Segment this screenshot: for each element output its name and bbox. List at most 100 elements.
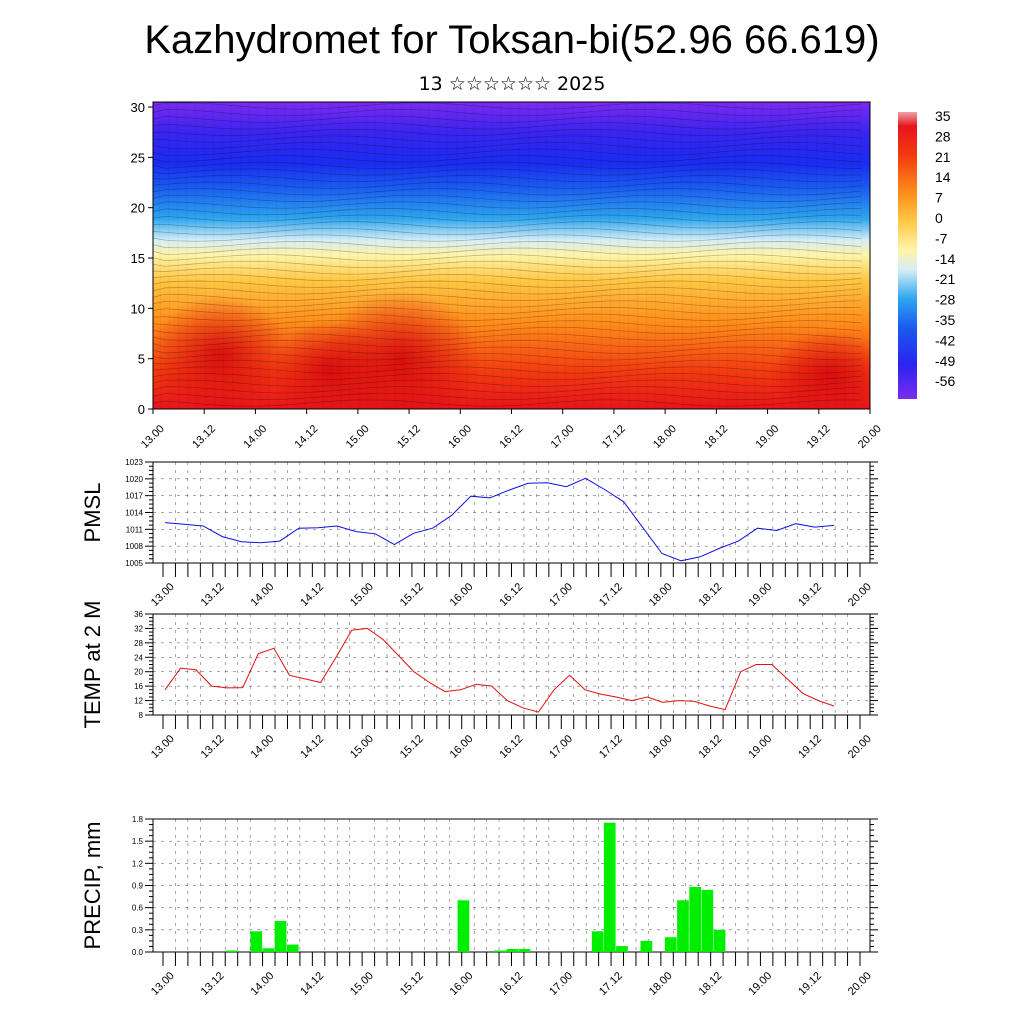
x-tick-label: 18.00	[647, 733, 675, 761]
colorbar-label: -35	[935, 312, 955, 328]
colorbar-label: -7	[935, 230, 948, 246]
wind-barb-line	[320, 102, 324, 409]
wind-barb-line	[365, 102, 369, 409]
x-tick-label: 17.12	[597, 581, 625, 609]
wind-barb-line	[153, 115, 862, 123]
x-tick-label: 17.00	[549, 423, 577, 451]
wind-barb-line	[806, 102, 810, 409]
wind-barb-line	[464, 102, 468, 409]
wind-barb-line	[662, 102, 666, 409]
wind-barb-line	[752, 102, 756, 409]
wind-barb-line	[680, 102, 684, 409]
x-tick-label: 14.12	[298, 581, 326, 609]
wind-barb-line	[860, 102, 864, 409]
x-tick-label: 13.00	[149, 733, 177, 761]
x-tick-label: 16.00	[446, 423, 474, 451]
wind-barb-line	[153, 148, 862, 156]
wind-barb-line	[153, 307, 862, 315]
wind-barb-line	[563, 102, 567, 409]
colorbar-label: -14	[935, 251, 955, 267]
wind-barb-line	[824, 102, 828, 409]
wind-barb-line	[185, 102, 189, 409]
x-tick-label: 14.00	[248, 733, 276, 761]
wind-barb-line	[153, 122, 862, 130]
wind-barb-line	[153, 168, 862, 176]
wind-barb-line	[153, 161, 862, 169]
wind-barb-line	[153, 208, 862, 216]
wind-barb-line	[153, 386, 862, 394]
wind-barb-line	[734, 102, 738, 409]
x-tick-label: 19.12	[796, 733, 824, 761]
y-tick-label: 10	[131, 301, 145, 316]
x-tick-label: 20.00	[846, 970, 874, 998]
precip-bar	[664, 937, 677, 952]
temperature-heatmap-panel: 0 5 10 15 20 25 30 13.00 13.12 14.00 14.12 15.00 15.…	[131, 100, 884, 451]
x-tick-label: 20.00	[846, 733, 874, 761]
wind-barb-line	[153, 333, 862, 341]
y-tick-label: 1011	[126, 525, 144, 534]
pmsl-panel: 1005 1008 1011 1014 1017 1020 1023 13.00 13.12 14…	[80, 458, 878, 609]
x-tick-label: 15.12	[395, 423, 423, 451]
colorbar: 35 28 21 14 7 0 -7 -14 -21 -28 -35 -42 -49 -56	[898, 108, 955, 399]
wind-barb-line	[153, 392, 862, 400]
y-axis-label: TEMP at 2 M	[80, 601, 105, 729]
precip-bar	[677, 900, 689, 952]
wind-barb-line	[153, 175, 862, 183]
wind-barb-line	[581, 102, 585, 409]
panel-frame	[152, 461, 871, 564]
wind-barb-line	[545, 102, 549, 409]
y-tick-label: 0.9	[132, 882, 144, 891]
wind-barb-line	[536, 102, 540, 409]
wind-barb-line	[266, 102, 270, 409]
x-tick-label: 16.12	[497, 970, 525, 998]
x-tick-label: 17.00	[547, 581, 575, 609]
wind-barb-line	[590, 102, 594, 409]
x-tick-label: 14.12	[298, 733, 326, 761]
wind-barb-line	[153, 128, 862, 136]
precip-bar	[713, 929, 726, 952]
wind-barb-line	[779, 102, 783, 409]
hot-spot	[320, 290, 480, 409]
wind-barb-line	[374, 102, 378, 409]
wind-barb-line	[194, 102, 198, 409]
wind-barb-line	[725, 102, 729, 409]
wind-barb-line	[153, 142, 862, 150]
temperature-panel: 8 12 16 20 24 28 32 36 13.00 13.12 14.00 14.12 15.00…	[80, 601, 878, 761]
wind-barb-line	[153, 221, 862, 229]
wind-barb-line	[383, 102, 387, 409]
x-tick-label: 17.12	[600, 423, 628, 451]
wind-barb-line	[608, 102, 612, 409]
x-tick-label: 13.12	[190, 423, 218, 451]
wind-barb-line	[491, 102, 495, 409]
wind-barb-line	[153, 102, 862, 110]
wind-barb-line	[338, 102, 342, 409]
x-tick-label: 13.12	[199, 581, 227, 609]
wind-barb-line	[761, 102, 765, 409]
wind-barb-line	[153, 267, 862, 275]
wind-barb-line	[167, 102, 171, 409]
x-tick-label: 18.12	[697, 970, 725, 998]
y-tick-label: 24	[134, 653, 143, 662]
x-tick-label: 16.12	[497, 581, 525, 609]
x-tick-label: 14.12	[298, 970, 326, 998]
x-tick-label: 15.00	[348, 733, 376, 761]
wind-barb-line	[635, 102, 639, 409]
precip-bar	[603, 822, 616, 952]
page-title: Kazhydromet for Toksan-bi(52.96 66.619)	[144, 18, 880, 62]
wind-barb-line	[743, 102, 747, 409]
x-tick-label: 15.12	[398, 581, 426, 609]
x-tick-label: 20.00	[846, 581, 874, 609]
wind-barb-line	[329, 102, 333, 409]
precip-bar	[518, 949, 531, 952]
y-tick-label: 1.2	[132, 859, 144, 868]
x-tick-label: 13.00	[139, 423, 167, 451]
wind-barb-line	[518, 102, 522, 409]
wind-barb-line	[419, 102, 423, 409]
y-tick-label: 25	[131, 150, 145, 165]
wind-barb-line	[644, 102, 648, 409]
y-tick-label: 30	[131, 100, 145, 115]
wind-barb-line	[153, 247, 862, 255]
colorbar-label: -28	[935, 292, 955, 308]
wind-barb-line	[617, 102, 621, 409]
y-tick-label: 8	[139, 711, 144, 720]
